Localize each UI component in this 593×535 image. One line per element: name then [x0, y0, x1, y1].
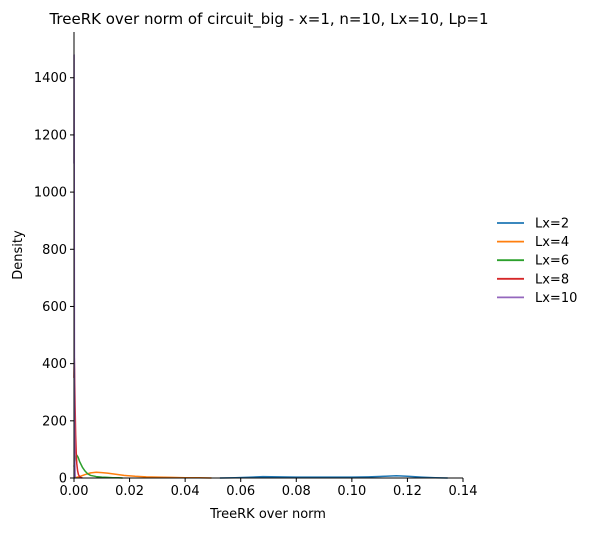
y-ticks: 0 200 400 600 800 1000 1200 1400	[34, 71, 74, 487]
x-tick-label: 0.06	[226, 484, 255, 499]
y-tick-label: 600	[42, 300, 67, 315]
y-tick-label: 0	[59, 472, 67, 487]
x-tick-label: 0.02	[115, 484, 144, 499]
legend-label: Lx=4	[535, 235, 569, 250]
y-tick-label: 400	[42, 357, 67, 372]
chart-title: TreeRK over norm of circuit_big - x=1, n…	[48, 10, 488, 29]
y-axis-label: Density	[11, 230, 26, 280]
x-tick-label: 0.00	[60, 484, 89, 499]
x-tick-label: 0.10	[337, 484, 366, 499]
x-tick-label: 0.14	[449, 484, 478, 499]
x-tick-label: 0.12	[393, 484, 422, 499]
y-tick-label: 200	[42, 414, 67, 429]
series-line-lx-2	[219, 474, 448, 479]
x-axis-label: TreeRK over norm	[209, 507, 326, 522]
y-tick-label: 1400	[34, 71, 67, 86]
plot-area	[73, 54, 448, 479]
x-tick-label: 0.08	[282, 484, 311, 499]
y-tick-label: 800	[42, 243, 67, 258]
y-tick-label: 1000	[34, 186, 67, 201]
legend-label: Lx=8	[535, 272, 569, 287]
legend-label: Lx=6	[535, 254, 569, 269]
x-tick-label: 0.04	[171, 484, 200, 499]
y-tick-label: 1200	[34, 128, 67, 143]
legend-label: Lx=10	[535, 291, 577, 306]
x-ticks: 0.00 0.02 0.04 0.06 0.08 0.10 0.12 0.14	[60, 478, 478, 499]
legend-label: Lx=2	[535, 217, 569, 232]
series-line-lx-4	[73, 471, 212, 479]
legend: Lx=2 Lx=4 Lx=6 Lx=8 Lx=10	[497, 217, 577, 306]
